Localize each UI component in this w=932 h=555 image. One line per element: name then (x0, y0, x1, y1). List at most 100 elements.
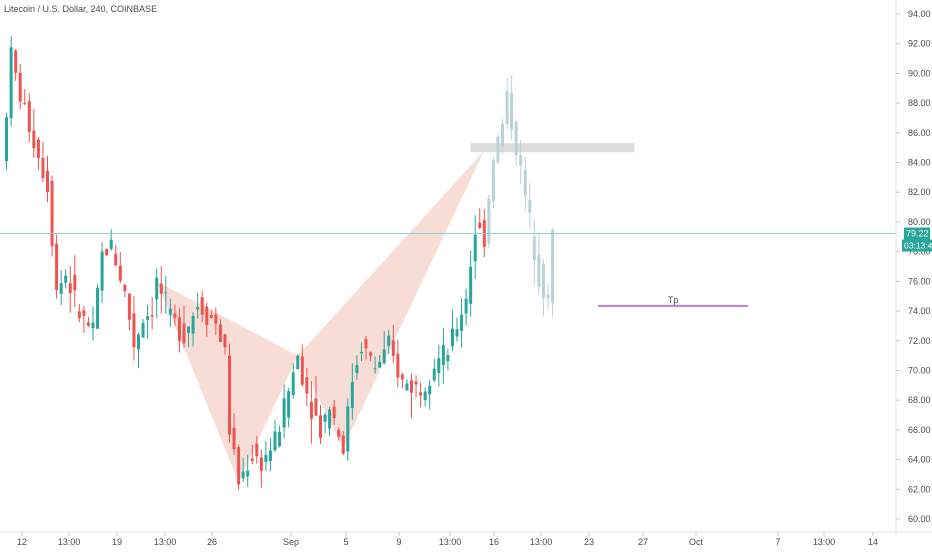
candle (382, 331, 386, 365)
candle (551, 227, 555, 317)
candle (155, 268, 159, 319)
y-tick-label: 74.00 (908, 306, 931, 316)
candle (405, 379, 409, 391)
candle (432, 358, 436, 383)
candle (537, 234, 541, 295)
candle (355, 355, 359, 380)
candle (177, 308, 181, 353)
y-tick-label: 64.00 (908, 455, 931, 465)
candle (191, 312, 195, 347)
candle (291, 363, 295, 399)
candle (337, 427, 341, 441)
candle (132, 296, 136, 361)
candle (205, 302, 209, 338)
candle (496, 133, 500, 164)
candle (237, 444, 241, 490)
candle (396, 339, 400, 388)
candle (278, 425, 282, 448)
candle (114, 244, 118, 267)
candle (332, 399, 336, 425)
price-axis: 60.00 62.00 64.00 66.00 68.00 70.00 72.00 74.00… (895, 0, 931, 532)
candle (369, 351, 373, 362)
y-tick-label: 86.00 (908, 128, 931, 138)
candle (64, 269, 68, 289)
candle (419, 382, 423, 408)
candle (287, 387, 291, 428)
candle (68, 265, 72, 313)
x-tick-label: 26 (207, 537, 217, 547)
candle (341, 430, 345, 456)
x-tick-label: 12 (17, 537, 27, 547)
supply-zone (470, 143, 635, 153)
candle (300, 344, 304, 387)
y-tick-label: 66.00 (908, 425, 931, 435)
y-tick-label: 72.00 (908, 336, 931, 346)
candle (23, 88, 27, 106)
candle (514, 120, 518, 166)
x-tick-label: Sep (283, 537, 299, 547)
candle (314, 375, 318, 417)
candle (264, 440, 268, 471)
x-tick-label: 13:00 (530, 537, 553, 547)
candle (164, 276, 168, 314)
candle (196, 292, 200, 319)
candle (241, 458, 245, 483)
x-tick-label: 27 (638, 537, 648, 547)
candle (228, 343, 231, 443)
candle (14, 49, 18, 81)
y-tick-label: 80.00 (908, 217, 931, 227)
candle (268, 438, 272, 471)
candle (523, 156, 527, 212)
candle (59, 270, 63, 306)
candle (464, 288, 468, 326)
candle (437, 344, 441, 387)
candle (282, 384, 286, 439)
candle (137, 332, 140, 369)
candle (400, 372, 404, 389)
candle (441, 327, 445, 384)
time-axis: 12 13:00 19 13:00 26 Sep 5 9 13:00 16 13:00 23 27 Oct… (0, 531, 932, 547)
candle (218, 319, 222, 343)
candle (100, 242, 104, 304)
x-tick-label: 13:00 (154, 537, 177, 547)
candle (491, 156, 495, 209)
candle (346, 398, 350, 461)
candle (214, 307, 218, 336)
candle (501, 119, 504, 155)
candle (173, 304, 177, 326)
candle (414, 375, 418, 398)
candle (9, 35, 13, 127)
candle (387, 329, 391, 354)
y-tick-label: 88.00 (908, 98, 931, 108)
candle (82, 305, 86, 333)
candle (246, 454, 250, 488)
candle (546, 283, 550, 310)
candle (487, 194, 491, 248)
candle (223, 333, 227, 355)
candle (55, 234, 59, 299)
supply-zone-layer (470, 143, 635, 153)
candle (319, 404, 322, 445)
pattern-triangle-xab (156, 281, 298, 482)
candle (296, 353, 300, 370)
candle (469, 250, 473, 317)
candle (505, 78, 509, 130)
x-tick-label: 5 (343, 537, 348, 547)
candle (182, 305, 186, 349)
candle (141, 319, 145, 338)
candle (519, 139, 523, 185)
x-tick-label: 13:00 (58, 537, 81, 547)
candle (36, 137, 40, 170)
x-tick-label: 14 (868, 537, 878, 547)
candle (250, 444, 254, 465)
candle (168, 298, 172, 327)
candle (450, 310, 454, 352)
candle (373, 356, 377, 374)
x-tick-label: 9 (396, 537, 401, 547)
candle (27, 93, 31, 143)
candle (18, 64, 22, 110)
pattern-triangle-bcd (297, 150, 485, 448)
candle (473, 215, 477, 280)
candle (73, 255, 77, 307)
